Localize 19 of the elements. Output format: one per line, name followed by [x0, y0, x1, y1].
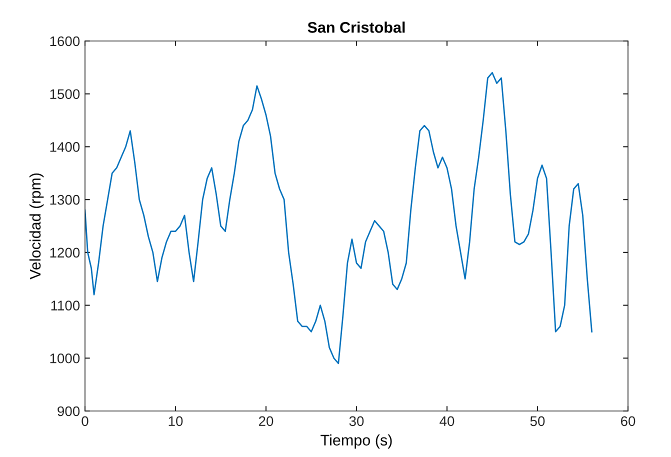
- x-axis-title: Tiempo (s): [320, 434, 392, 449]
- y-tick-label: 1600: [50, 36, 80, 46]
- x-tick-label: 20: [258, 416, 274, 426]
- y-tick-label: 1500: [50, 89, 80, 100]
- y-tick-label: 1400: [50, 142, 80, 152]
- y-tick-label: 1200: [50, 248, 80, 258]
- y-tick-label: 1000: [50, 353, 80, 364]
- x-tick-label: 60: [620, 416, 636, 426]
- y-tick-label: 900: [58, 406, 80, 416]
- x-tick-label: 30: [349, 416, 364, 426]
- x-tick-label: 50: [530, 416, 545, 426]
- y-axis-title: Velocidad (rpm): [29, 173, 44, 280]
- y-tick-label: 1300: [50, 194, 80, 205]
- y-tick-label: 1100: [51, 300, 80, 310]
- x-tick-label: 40: [440, 416, 454, 426]
- chart-title: San Cristobal: [308, 22, 405, 33]
- line-series: [85, 72, 592, 364]
- x-tick-label: 0: [82, 416, 88, 426]
- x-tick-label: 10: [168, 416, 183, 426]
